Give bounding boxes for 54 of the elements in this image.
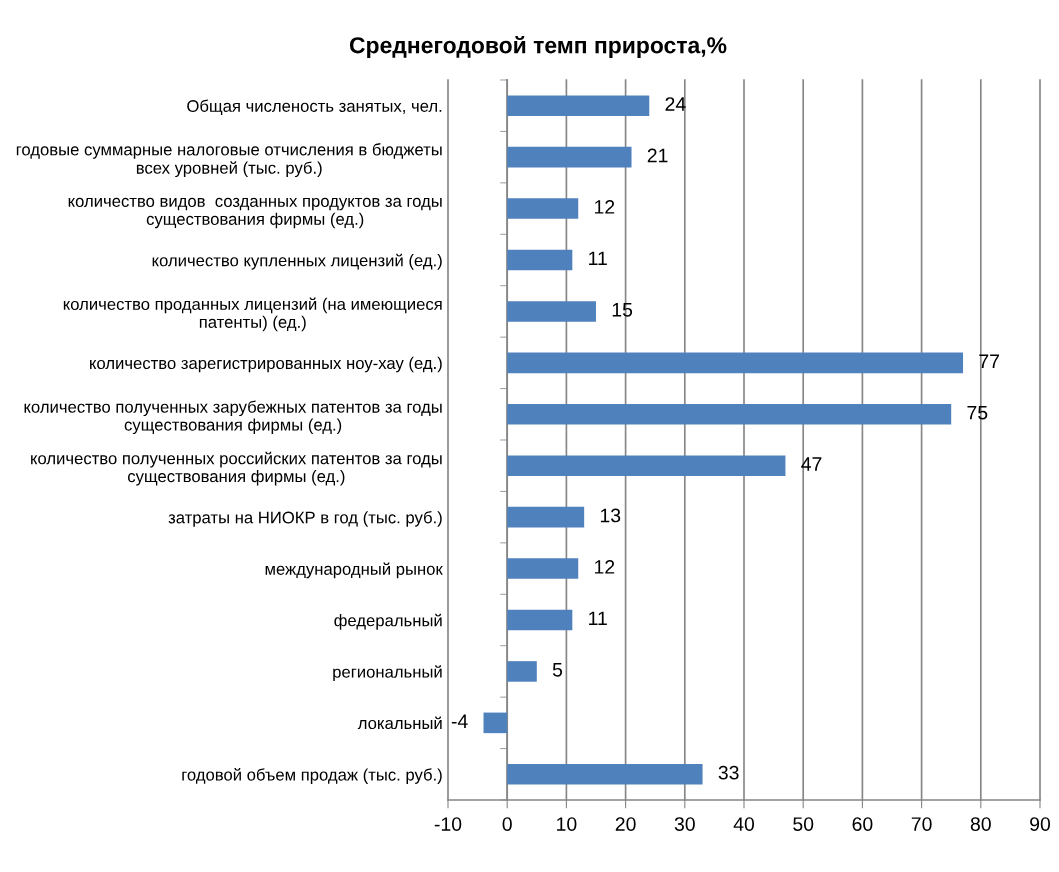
y-tick-label: количество полученных российских патентов за годы существования фирмы (ед.) <box>31 451 442 486</box>
y-tick-label: годовой объем продаж (тыс. руб.) <box>182 768 442 784</box>
x-tick-label: 20 <box>615 817 636 831</box>
y-tick-label: Общая численость занятых, чел. <box>187 99 442 116</box>
bar <box>507 352 964 374</box>
data-label: 11 <box>589 251 607 266</box>
data-label: 11 <box>589 611 607 626</box>
bar <box>507 506 585 528</box>
bar <box>507 95 650 116</box>
x-tick-label: 10 <box>557 817 577 831</box>
data-label: 33 <box>718 765 739 780</box>
bar <box>483 712 508 734</box>
bar <box>507 764 703 785</box>
bar <box>507 609 573 631</box>
chart-title: Среднегодовой темп прироста,% <box>349 36 727 58</box>
x-tick-label: 90 <box>1030 817 1051 831</box>
data-label: 77 <box>979 354 999 368</box>
x-tick-label: 30 <box>674 817 695 831</box>
data-label: 75 <box>967 405 988 420</box>
data-label: 24 <box>665 97 686 111</box>
data-label: 21 <box>647 148 668 163</box>
y-tick-label: количество проданных лицензий (на имеющиеся патенты) (ед.) <box>63 297 442 332</box>
bar <box>507 146 632 168</box>
bar <box>507 455 786 476</box>
x-tick-label: 50 <box>793 817 814 831</box>
x-tick-label: 40 <box>733 817 755 831</box>
x-tick-label: -10 <box>434 817 462 831</box>
x-tick-label: 70 <box>911 817 932 831</box>
data-label: 12 <box>595 200 615 214</box>
y-tick-label: количество полученных зарубежных патентов за годы существования фирмы (ед.) <box>24 400 442 435</box>
y-tick-label: федеральный <box>334 613 442 630</box>
data-label: -4 <box>451 714 468 728</box>
data-label: 12 <box>595 560 615 574</box>
x-tick-label: 0 <box>502 817 512 831</box>
data-label: 15 <box>612 303 633 317</box>
bar <box>507 198 579 219</box>
bar <box>507 661 537 682</box>
x-tick-label: 60 <box>852 817 873 831</box>
y-tick-label: количество купленных лицензий (ед.) <box>152 253 442 270</box>
bar <box>507 301 596 322</box>
data-label: 47 <box>801 457 822 471</box>
y-tick-label: региональный <box>333 665 442 682</box>
y-tick-label: годовые суммарные налоговые отчисления в бюджеты всех уровней (тыс. руб.) <box>16 143 442 178</box>
bar <box>507 558 579 579</box>
x-tick-label: 80 <box>970 817 991 831</box>
bar <box>507 249 573 271</box>
y-tick-label: международный рынок <box>265 562 443 579</box>
y-tick-label: количество зарегистрированных ноу-хау (ед.) <box>90 356 442 373</box>
y-tick-label: количество видов созданных продуктов за годы существования фирмы (ед.) <box>68 197 442 229</box>
data-label: 5 <box>552 663 563 677</box>
bar <box>507 404 952 425</box>
data-label: 13 <box>600 508 621 523</box>
y-tick-label: локальный <box>357 716 442 730</box>
y-tick-label: затраты на НИОКР в год (тыс. руб.) <box>168 511 442 527</box>
